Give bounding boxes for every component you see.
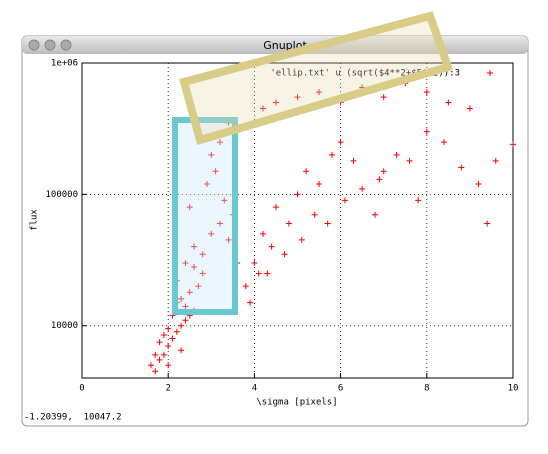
- point: [341, 197, 348, 204]
- point: [165, 343, 172, 350]
- point: [475, 180, 482, 187]
- point: [380, 168, 387, 175]
- point: [212, 168, 219, 175]
- point: [178, 347, 185, 354]
- point: [423, 128, 430, 135]
- point: [160, 351, 167, 358]
- point: [466, 105, 473, 112]
- point: [294, 94, 301, 101]
- y-axis-label: flux: [30, 209, 40, 231]
- point: [264, 270, 271, 277]
- point: [203, 180, 210, 187]
- zoom-button[interactable]: [60, 39, 72, 51]
- point: [337, 139, 344, 146]
- point: [156, 339, 163, 346]
- point: [152, 368, 159, 375]
- point: [311, 211, 318, 218]
- title-bar: [22, 36, 528, 54]
- point: [406, 157, 413, 164]
- point: [247, 299, 254, 306]
- point: [156, 356, 163, 363]
- point: [191, 243, 198, 250]
- point: [199, 270, 206, 277]
- close-button[interactable]: [28, 39, 40, 51]
- point: [298, 236, 305, 243]
- point: [191, 263, 198, 270]
- x-tick-label: 10: [508, 384, 519, 394]
- point: [242, 283, 249, 290]
- point: [186, 204, 193, 211]
- point: [178, 322, 185, 329]
- point: [199, 251, 206, 258]
- x-tick-label: 6: [338, 384, 343, 394]
- point: [178, 295, 185, 302]
- minimize-button[interactable]: [44, 39, 56, 51]
- point: [372, 211, 379, 218]
- x-tick-label: 2: [165, 384, 170, 394]
- point: [251, 260, 258, 267]
- point: [169, 335, 176, 342]
- point: [445, 99, 452, 106]
- x-tick-label: 4: [252, 384, 257, 394]
- legend-label: 'ellip.txt' u (sqrt($4**2+$5**2)):3: [270, 69, 460, 79]
- x-tick-label: 8: [424, 384, 429, 394]
- point: [182, 260, 189, 267]
- point: [316, 89, 323, 96]
- point: [152, 351, 159, 358]
- point: [255, 270, 262, 277]
- point: [316, 180, 323, 187]
- point: [260, 230, 267, 237]
- point: [147, 362, 154, 369]
- plot-frame: [81, 62, 514, 379]
- x-axis-label: \sigma [pixels]: [256, 398, 337, 408]
- point: [281, 251, 288, 258]
- highlight-box: [172, 117, 238, 315]
- highlight-box: [179, 11, 454, 145]
- point: [376, 176, 383, 183]
- point: [441, 139, 448, 146]
- y-tick-label: 1e+06: [51, 59, 78, 69]
- y-tick-label: 100000: [45, 190, 78, 200]
- x-tick-label: 0: [79, 384, 84, 394]
- legend-marker: [487, 70, 493, 76]
- point: [160, 331, 167, 338]
- point: [484, 220, 491, 227]
- point: [285, 220, 292, 227]
- point: [173, 328, 180, 335]
- point: [272, 99, 279, 106]
- point: [492, 157, 499, 164]
- point: [328, 151, 335, 158]
- point: [260, 105, 267, 112]
- point: [324, 220, 331, 227]
- point: [182, 303, 189, 310]
- point: [195, 283, 202, 290]
- y-tick-label: 10000: [51, 321, 78, 331]
- point: [216, 220, 223, 227]
- point: [208, 230, 215, 237]
- point: [303, 168, 310, 175]
- point: [294, 191, 301, 198]
- point: [216, 139, 223, 146]
- point: [182, 317, 189, 324]
- point: [186, 289, 193, 296]
- point: [350, 157, 357, 164]
- point: [359, 185, 366, 192]
- point: [165, 325, 172, 332]
- point: [380, 94, 387, 101]
- point: [458, 164, 465, 171]
- point: [221, 197, 228, 204]
- point: [272, 204, 279, 211]
- point: [208, 151, 215, 158]
- point: [510, 141, 516, 148]
- point: [268, 243, 275, 250]
- point: [225, 236, 232, 243]
- point: [423, 89, 430, 96]
- point: [415, 197, 422, 204]
- point: [165, 362, 172, 369]
- point: [393, 151, 400, 158]
- status-text: -1.20399, 10047.2: [24, 413, 122, 423]
